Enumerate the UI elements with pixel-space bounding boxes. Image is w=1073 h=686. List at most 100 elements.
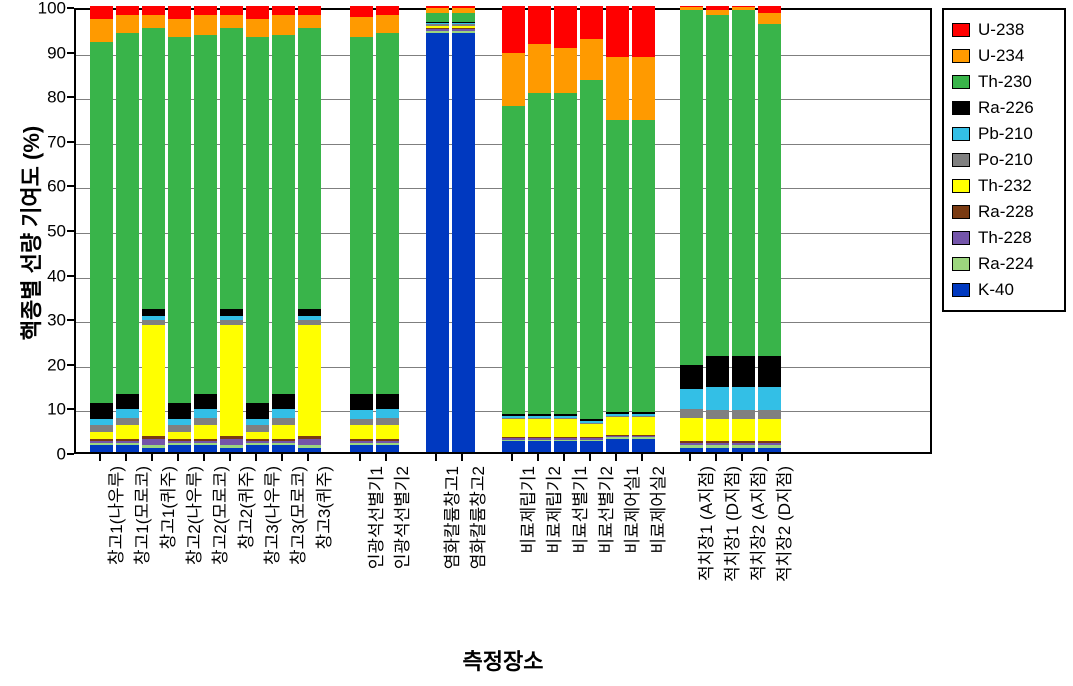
bar-segment-K-40 — [246, 445, 269, 452]
bar-segment-U-234 — [194, 15, 217, 35]
bar — [680, 6, 703, 452]
bar — [706, 6, 729, 452]
legend-swatch — [952, 283, 970, 297]
bar-segment-Ra-224 — [116, 443, 139, 445]
bar-segment-Ra-224 — [426, 31, 449, 33]
bar-segment-Th-232 — [632, 417, 655, 435]
legend-item-U-238: U-238 — [952, 20, 1056, 40]
ytick-mark — [67, 364, 74, 366]
bar-segment-K-40 — [606, 439, 629, 452]
bar-segment-Pb-210 — [142, 316, 165, 320]
bar — [168, 6, 191, 452]
bar-segment-Th-230 — [426, 13, 449, 22]
xtick-label: 인광석선별기2 — [394, 466, 411, 569]
bar-segment-Ra-226 — [502, 414, 525, 416]
legend-label: Th-228 — [978, 228, 1032, 248]
bar-segment-U-238 — [350, 6, 373, 17]
bar-segment-U-234 — [220, 15, 243, 28]
xtick-label: 창고3(모로코) — [290, 466, 307, 565]
bar-segment-Po-210 — [528, 418, 551, 419]
bar-segment-Th-230 — [732, 10, 755, 356]
legend-item-Th-230: Th-230 — [952, 72, 1056, 92]
bar-segment-U-234 — [554, 48, 577, 93]
xtick-mark — [125, 454, 127, 461]
ytick-mark — [67, 185, 74, 187]
legend-label: Ra-226 — [978, 98, 1034, 118]
bar-segment-Ra-226 — [220, 309, 243, 316]
bar-segment-Ra-224 — [732, 445, 755, 447]
bar-segment-U-238 — [706, 6, 729, 10]
bar-segment-Ra-224 — [528, 440, 551, 441]
bar-segment-Th-230 — [502, 106, 525, 414]
bar-segment-Ra-226 — [194, 394, 217, 410]
bar-segment-Th-230 — [554, 93, 577, 414]
bar-segment-Th-230 — [272, 35, 295, 394]
bar-segment-Pb-210 — [452, 23, 475, 24]
bar — [220, 6, 243, 452]
bar-segment-Ra-228 — [580, 437, 603, 438]
ytick-mark — [67, 141, 74, 143]
legend-item-Pb-210: Pb-210 — [952, 124, 1056, 144]
bar-segment-Po-210 — [758, 410, 781, 419]
bar-segment-U-238 — [758, 6, 781, 13]
bar-segment-Po-210 — [116, 418, 139, 425]
bar-segment-Po-210 — [90, 425, 113, 432]
bar-segment-K-40 — [732, 448, 755, 452]
ytick-mark — [67, 408, 74, 410]
xtick-label: 창고2(모로코) — [212, 466, 229, 565]
bar-segment-Th-228 — [90, 441, 113, 443]
bar-segment-U-234 — [90, 19, 113, 41]
bar-segment-Po-210 — [452, 24, 475, 26]
bar-segment-Th-228 — [298, 439, 321, 446]
bar-segment-Th-228 — [272, 441, 295, 443]
bar-segment-Th-228 — [706, 443, 729, 445]
bar-segment-Ra-226 — [350, 394, 373, 410]
bar-segment-Th-230 — [680, 10, 703, 364]
bar — [116, 6, 139, 452]
bar-segment-Th-228 — [452, 29, 475, 30]
bar-segment-Th-228 — [194, 441, 217, 443]
bar-segment-Ra-226 — [528, 414, 551, 416]
bar-segment-Th-232 — [502, 419, 525, 437]
plot-area — [74, 8, 932, 454]
bar-segment-U-238 — [246, 6, 269, 19]
bar-segment-Ra-228 — [272, 439, 295, 441]
bar — [452, 6, 475, 452]
xtick-mark — [741, 454, 743, 461]
bar-segment-Th-232 — [732, 419, 755, 441]
ytick-label: 90 — [12, 44, 66, 61]
bar-segment-U-234 — [528, 44, 551, 93]
bar-segment-Po-210 — [376, 418, 399, 425]
bar-segment-Th-232 — [116, 425, 139, 438]
bar-segment-Th-232 — [90, 432, 113, 439]
bar-segment-Pb-210 — [298, 316, 321, 320]
legend-item-K-40: K-40 — [952, 280, 1056, 300]
bar-segment-U-238 — [502, 6, 525, 53]
bar-segment-Th-230 — [350, 37, 373, 394]
ytick-label: 100 — [12, 0, 66, 17]
bar-segment-Th-230 — [452, 13, 475, 22]
bar-segment-Ra-226 — [732, 356, 755, 387]
xtick-label: 창고1(나우루) — [108, 466, 125, 565]
bar-segment-Ra-226 — [116, 394, 139, 410]
bar-segment-Ra-226 — [298, 309, 321, 316]
bar-segment-Ra-228 — [758, 441, 781, 443]
bar-segment-Th-228 — [606, 436, 629, 437]
bar-segment-Th-232 — [194, 425, 217, 438]
bar-segment-K-40 — [116, 445, 139, 452]
xtick-label: 창고2(퀴주) — [238, 466, 255, 549]
ytick-label: 40 — [12, 267, 66, 284]
bar-segment-Ra-226 — [376, 394, 399, 410]
bar-segment-Th-228 — [732, 443, 755, 445]
bar-segment-Pb-210 — [168, 419, 191, 426]
bar-segment-U-234 — [350, 17, 373, 37]
ytick-mark — [67, 230, 74, 232]
bar-segment-Th-230 — [376, 33, 399, 394]
bar-segment-Ra-224 — [194, 443, 217, 445]
bar-segment-K-40 — [502, 441, 525, 452]
legend-label: Po-210 — [978, 150, 1033, 170]
bar-segment-Pb-210 — [220, 316, 243, 320]
bar-segment-Po-210 — [350, 419, 373, 426]
bar-segment-K-40 — [528, 441, 551, 452]
bar-segment-K-40 — [90, 445, 113, 452]
